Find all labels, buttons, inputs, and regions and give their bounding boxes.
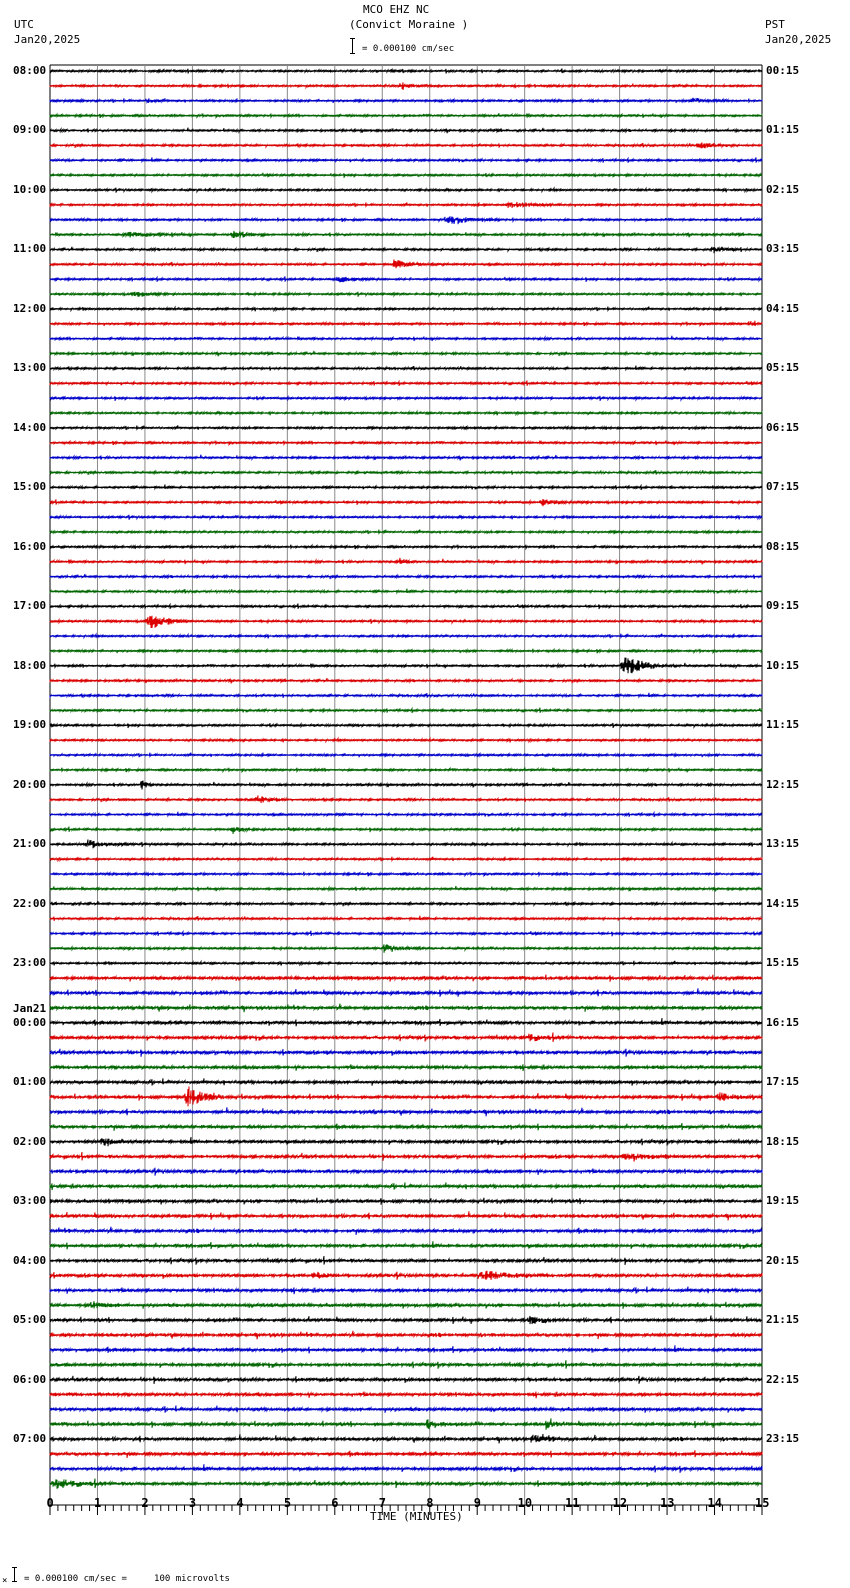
- date-change-label: Jan21: [13, 1001, 47, 1015]
- station-title: MCO EHZ NC: [363, 3, 430, 16]
- x-tick-label: 14: [707, 1496, 722, 1510]
- utc-time-label: 19:00: [13, 718, 47, 732]
- pst-time-label: 18:15: [766, 1134, 800, 1148]
- station-subtitle: (Convict Moraine ): [349, 18, 469, 31]
- utc-time-label: 07:00: [13, 1432, 47, 1446]
- utc-time-label: 01:00: [13, 1075, 47, 1089]
- left-date: Jan20,2025: [14, 33, 81, 46]
- x-tick-label: 12: [612, 1496, 628, 1510]
- utc-time-label: 13:00: [13, 361, 47, 375]
- right-timezone: PST: [765, 18, 785, 31]
- x-tick-label: 11: [565, 1496, 580, 1510]
- utc-time-label: 23:00: [13, 956, 47, 970]
- pst-time-label: 09:15: [766, 599, 800, 613]
- scale-bar-icon: [350, 38, 355, 54]
- utc-time-label: 14:00: [13, 420, 47, 434]
- x-tick-label: 9: [473, 1496, 481, 1510]
- pst-time-label: 02:15: [766, 182, 800, 196]
- utc-time-label: 17:00: [13, 599, 47, 613]
- pst-time-label: 16:15: [766, 1015, 800, 1029]
- utc-time-label: 05:00: [13, 1313, 47, 1327]
- pst-time-label: 20:15: [766, 1253, 800, 1267]
- x-tick-label: 3: [188, 1496, 197, 1510]
- pst-time-label: 17:15: [766, 1075, 800, 1089]
- utc-time-label: 06:00: [13, 1372, 47, 1386]
- utc-time-label: 02:00: [13, 1134, 47, 1148]
- pst-time-label: 15:15: [766, 956, 800, 970]
- pst-time-label: 13:15: [766, 837, 800, 851]
- pst-time-label: 12:15: [766, 777, 800, 791]
- utc-time-label: 03:00: [13, 1194, 47, 1208]
- pst-time-label: 23:15: [766, 1432, 800, 1446]
- left-timezone: UTC: [14, 18, 34, 31]
- utc-time-label: 15:00: [13, 480, 47, 494]
- utc-time-label: 10:00: [13, 182, 47, 196]
- pst-time-label: 00:15: [766, 64, 800, 77]
- x-tick-label: 13: [660, 1496, 675, 1510]
- utc-time-label: 12:00: [13, 301, 47, 315]
- x-tick-label: 8: [426, 1496, 434, 1510]
- utc-time-label: 08:00: [13, 64, 47, 77]
- pst-time-label: 01:15: [766, 123, 800, 137]
- pst-time-label: 03:15: [766, 242, 800, 256]
- pst-time-label: 19:15: [766, 1194, 800, 1208]
- utc-time-label: 04:00: [13, 1253, 47, 1267]
- footer-marker: ×: [2, 1576, 8, 1586]
- footer-scale-text: = 0.000100 cm/sec = 100 microvolts: [24, 1574, 230, 1584]
- scale-text: = 0.000100 cm/sec: [362, 44, 455, 54]
- utc-time-label: 00:00: [13, 1015, 47, 1029]
- pst-time-label: 05:15: [766, 361, 800, 375]
- x-tick-label: 1: [93, 1496, 102, 1510]
- pst-time-label: 11:15: [766, 718, 800, 732]
- x-tick-label: 0: [46, 1496, 54, 1510]
- utc-time-label: 22:00: [13, 896, 47, 910]
- utc-time-label: 20:00: [13, 777, 47, 791]
- x-axis-label: TIME (MINUTES): [370, 1510, 463, 1523]
- x-tick-label: 10: [517, 1496, 533, 1510]
- utc-time-label: 18:00: [13, 658, 47, 672]
- pst-time-label: 04:15: [766, 301, 800, 315]
- pst-time-label: 06:15: [766, 420, 800, 434]
- pst-time-label: 14:15: [766, 896, 800, 910]
- x-tick-label: 6: [331, 1496, 339, 1510]
- pst-time-label: 08:15: [766, 539, 800, 553]
- utc-time-label: 09:00: [13, 123, 47, 137]
- footer-scale-bar-icon: [12, 1567, 17, 1582]
- utc-time-label: 11:00: [13, 242, 47, 256]
- pst-time-label: 07:15: [766, 480, 800, 494]
- right-date: Jan20,2025: [765, 33, 832, 46]
- utc-time-label: 21:00: [13, 837, 47, 851]
- x-tick-label: 7: [378, 1496, 386, 1510]
- pst-time-label: 10:15: [766, 658, 800, 672]
- utc-time-label: 16:00: [13, 539, 47, 553]
- x-tick-label: 15: [755, 1496, 770, 1510]
- pst-time-label: 22:15: [766, 1372, 800, 1386]
- pst-time-label: 21:15: [766, 1313, 800, 1327]
- x-tick-label: 4: [236, 1496, 244, 1510]
- x-tick-label: 2: [141, 1496, 149, 1510]
- x-tick-label: 5: [283, 1496, 292, 1510]
